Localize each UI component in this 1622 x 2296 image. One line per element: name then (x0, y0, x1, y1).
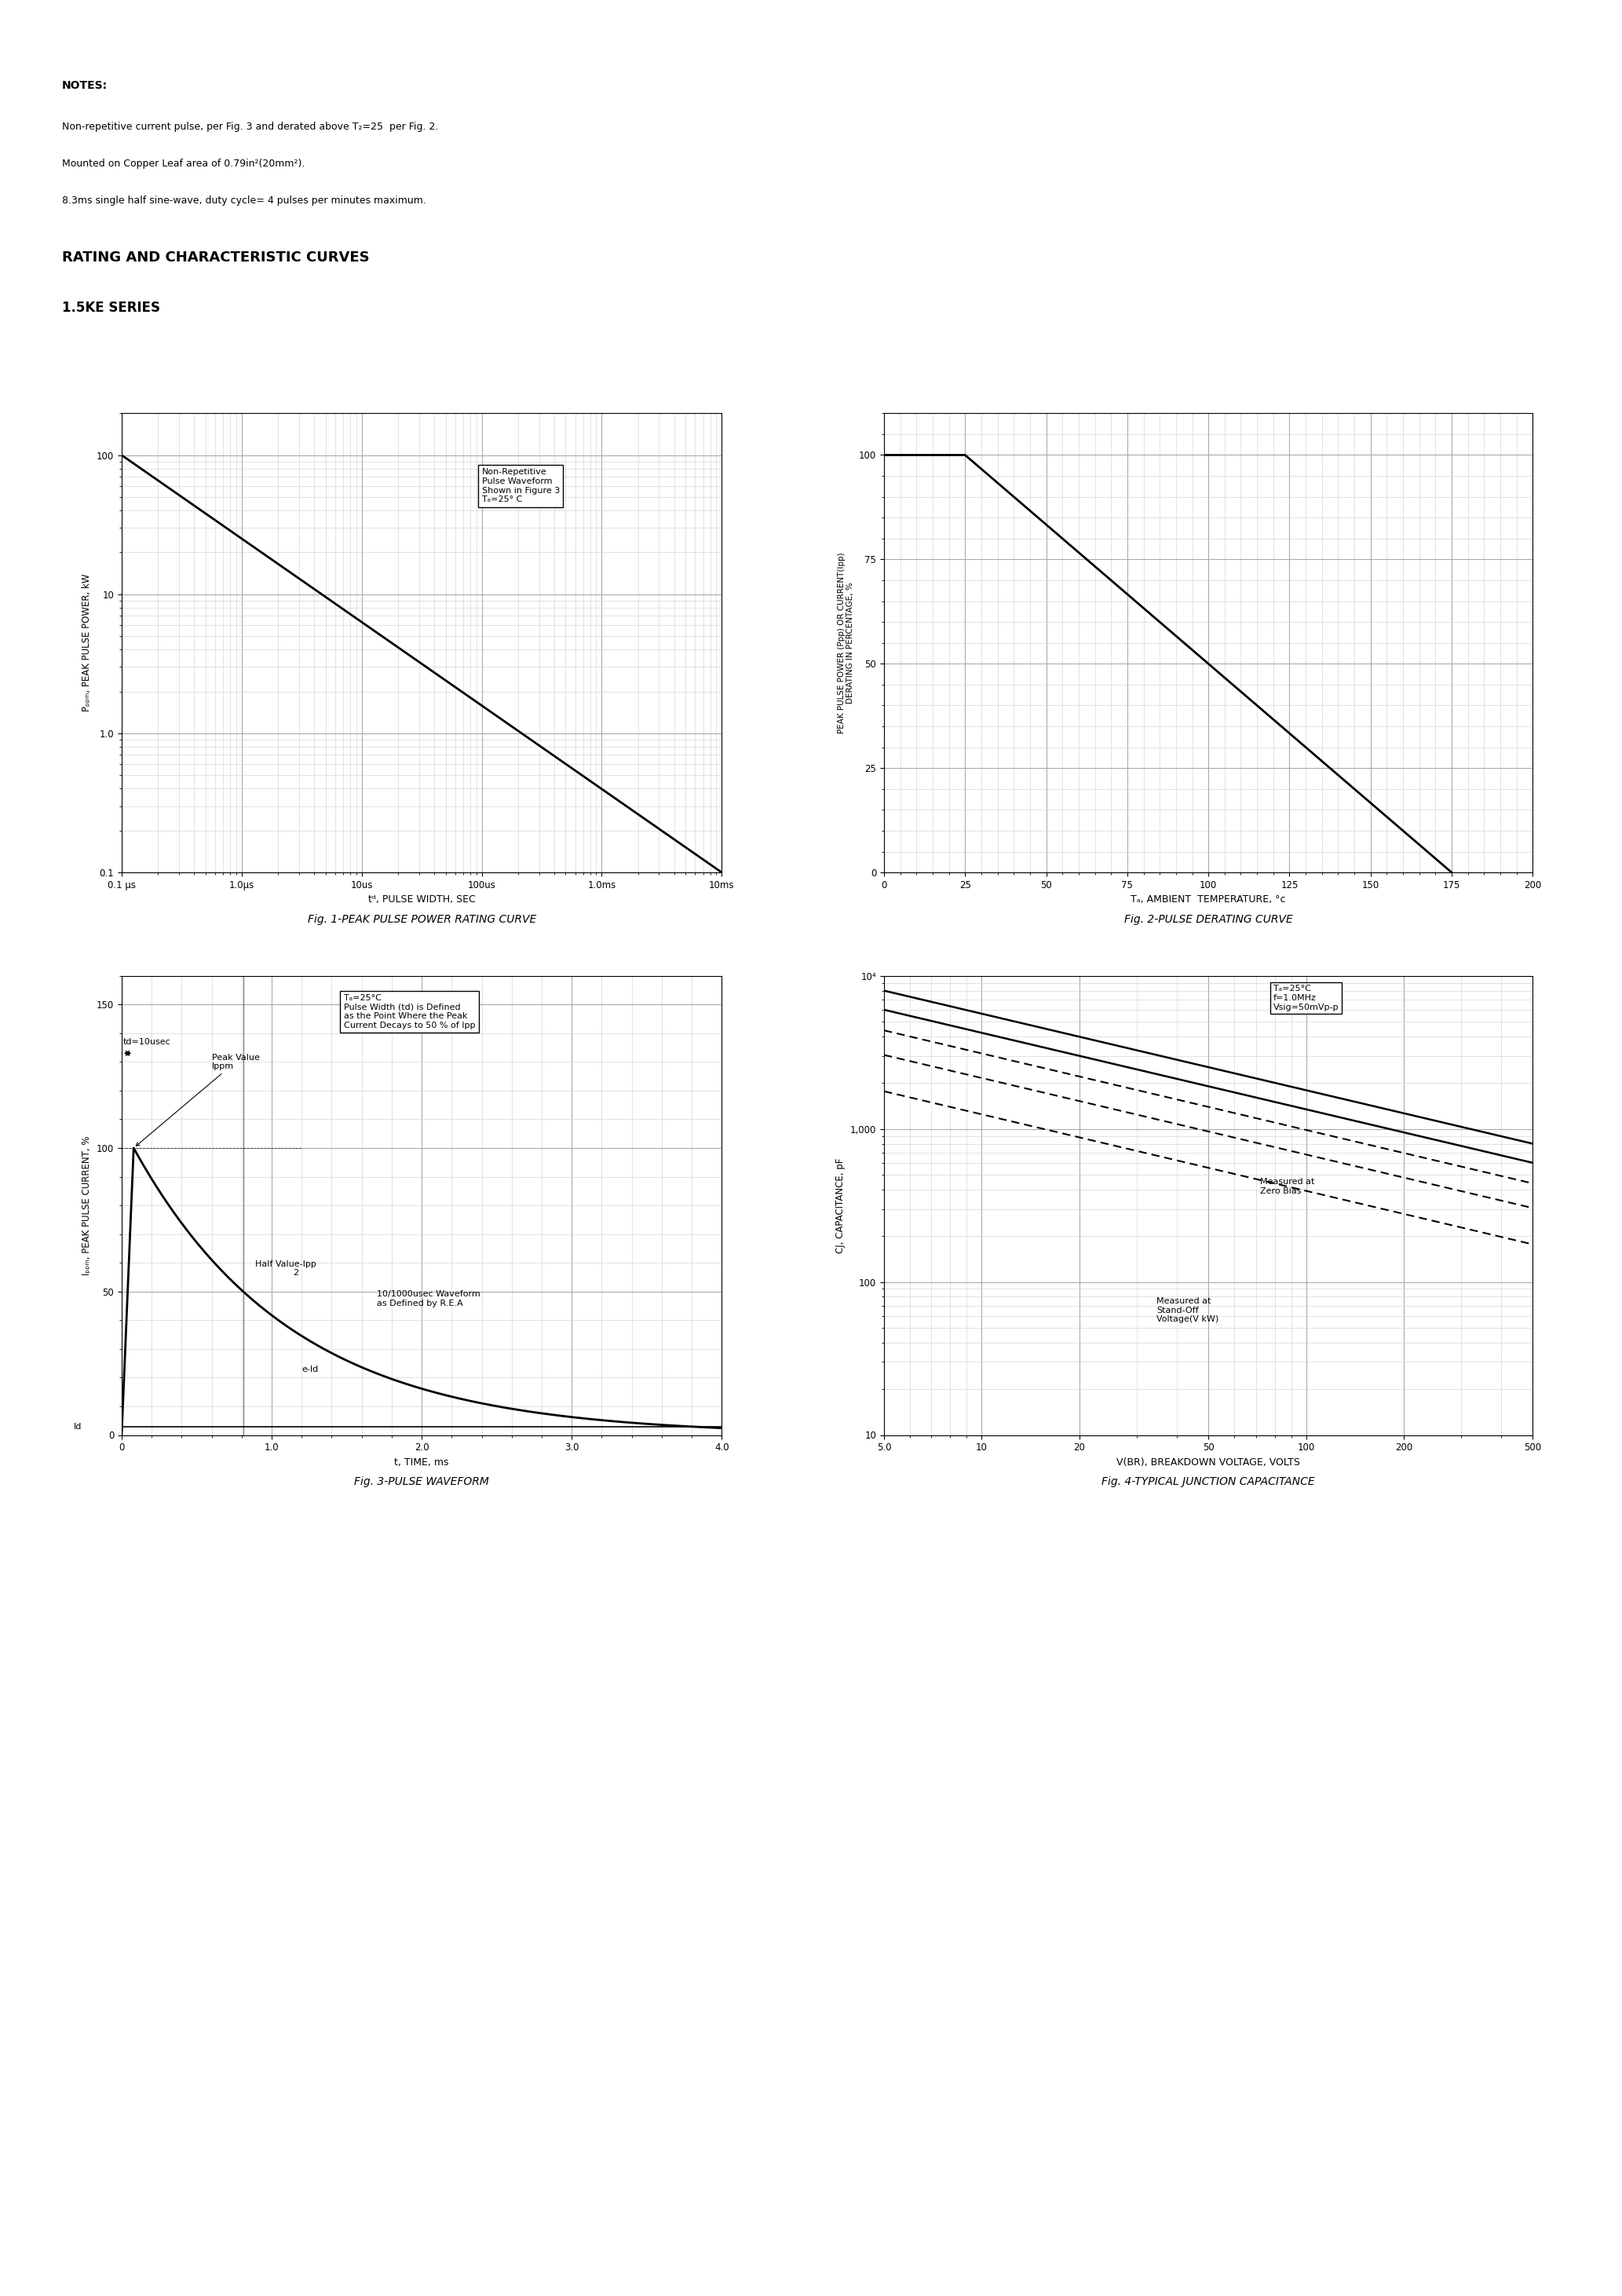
Text: RATING AND CHARACTERISTIC CURVES: RATING AND CHARACTERISTIC CURVES (62, 250, 370, 264)
Text: Half Value-Ipp
              2: Half Value-Ipp 2 (255, 1261, 316, 1277)
Text: Tₐ=25°C
Pulse Width (td) is Defined
as the Point Where the Peak
Current Decays t: Tₐ=25°C Pulse Width (td) is Defined as t… (344, 994, 475, 1029)
Text: e-Id: e-Id (302, 1366, 318, 1373)
Y-axis label: CJ, CAPACITANCE, pF: CJ, CAPACITANCE, pF (835, 1157, 845, 1254)
Text: Id: Id (73, 1424, 81, 1430)
Text: Peak Value
Ippm: Peak Value Ippm (136, 1054, 260, 1146)
Text: Measured at
Stand-Off
Voltage(V kW): Measured at Stand-Off Voltage(V kW) (1156, 1297, 1218, 1322)
X-axis label: t, TIME, ms: t, TIME, ms (394, 1458, 449, 1467)
Text: Non-Repetitive
Pulse Waveform
Shown in Figure 3
Tₐ=25° C: Non-Repetitive Pulse Waveform Shown in F… (482, 468, 560, 503)
Text: Tₐ=25°C
f=1.0MHz
Vsig=50mVp-p: Tₐ=25°C f=1.0MHz Vsig=50mVp-p (1273, 985, 1338, 1010)
Text: 10/1000usec Waveform
as Defined by R.E.A: 10/1000usec Waveform as Defined by R.E.A (376, 1290, 480, 1306)
Text: Fig. 1-PEAK PULSE POWER RATING CURVE: Fig. 1-PEAK PULSE POWER RATING CURVE (308, 914, 535, 925)
X-axis label: V(BR), BREAKDOWN VOLTAGE, VOLTS: V(BR), BREAKDOWN VOLTAGE, VOLTS (1116, 1458, 1301, 1467)
Text: Non-repetitive current pulse, per Fig. 3 and derated above T₂=25  per Fig. 2.: Non-repetitive current pulse, per Fig. 3… (62, 122, 438, 131)
X-axis label: tᵈ, PULSE WIDTH, SEC: tᵈ, PULSE WIDTH, SEC (368, 895, 475, 905)
Text: Fig. 4-TYPICAL JUNCTION CAPACITANCE: Fig. 4-TYPICAL JUNCTION CAPACITANCE (1101, 1476, 1315, 1488)
Text: Fig. 3-PULSE WAVEFORM: Fig. 3-PULSE WAVEFORM (354, 1476, 490, 1488)
Y-axis label: Pₚₚₘ, PEAK PULSE POWER, kW: Pₚₚₘ, PEAK PULSE POWER, kW (83, 574, 92, 712)
Y-axis label: PEAK PULSE POWER (Ppp) OR CURRENT(Ipp)
DERATING IN PERCENTAGE, %: PEAK PULSE POWER (Ppp) OR CURRENT(Ipp) D… (837, 553, 855, 732)
Text: td=10usec: td=10usec (123, 1038, 170, 1047)
Text: NOTES:: NOTES: (62, 80, 107, 92)
Text: Mounted on Copper Leaf area of 0.79in²(20mm²).: Mounted on Copper Leaf area of 0.79in²(2… (62, 158, 305, 168)
X-axis label: Tₐ, AMBIENT  TEMPERATURE, °c: Tₐ, AMBIENT TEMPERATURE, °c (1131, 895, 1286, 905)
Text: Fig. 2-PULSE DERATING CURVE: Fig. 2-PULSE DERATING CURVE (1124, 914, 1293, 925)
Text: 8.3ms single half sine-wave, duty cycle= 4 pulses per minutes maximum.: 8.3ms single half sine-wave, duty cycle=… (62, 195, 427, 204)
Text: Measured at
Zero Bias: Measured at Zero Bias (1260, 1178, 1315, 1194)
Y-axis label: Iₚₚₘ, PEAK PULSE CURRENT, %: Iₚₚₘ, PEAK PULSE CURRENT, % (83, 1137, 92, 1274)
Text: 1.5KE SERIES: 1.5KE SERIES (62, 301, 161, 315)
